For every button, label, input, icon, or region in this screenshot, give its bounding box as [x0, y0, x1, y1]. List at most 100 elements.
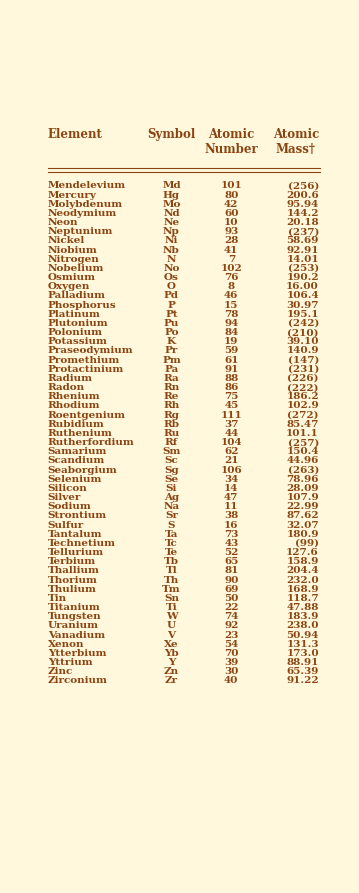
Text: Osmium: Osmium — [48, 273, 95, 282]
Text: Selenium: Selenium — [48, 475, 102, 484]
Text: Protactinium: Protactinium — [48, 364, 124, 374]
Text: Os: Os — [164, 273, 179, 282]
Text: Tin: Tin — [48, 594, 67, 603]
Text: Rb: Rb — [163, 420, 180, 429]
Text: Nb: Nb — [163, 246, 180, 255]
Text: Sodium: Sodium — [48, 502, 92, 511]
Text: 183.9: 183.9 — [286, 613, 319, 622]
Text: 70: 70 — [224, 649, 238, 658]
Text: 238.0: 238.0 — [286, 622, 319, 630]
Text: 42: 42 — [224, 200, 238, 209]
Text: Silver: Silver — [48, 493, 81, 502]
Text: Thorium: Thorium — [48, 576, 98, 585]
Text: Ytterbium: Ytterbium — [48, 649, 106, 658]
Text: 140.9: 140.9 — [286, 346, 319, 355]
Text: 47.88: 47.88 — [286, 603, 319, 612]
Text: Mo: Mo — [162, 200, 181, 209]
Text: Sg: Sg — [164, 465, 179, 474]
Text: Yttrium: Yttrium — [48, 658, 92, 667]
Text: 54: 54 — [224, 639, 238, 648]
Text: Ruthenium: Ruthenium — [48, 429, 112, 438]
Text: Ra: Ra — [164, 374, 179, 383]
Text: 168.9: 168.9 — [286, 585, 319, 594]
Text: 44.96: 44.96 — [286, 456, 319, 465]
Text: 34: 34 — [224, 475, 238, 484]
Text: Sm: Sm — [162, 447, 181, 456]
Text: S: S — [168, 521, 175, 530]
Text: Rubidium: Rubidium — [48, 420, 104, 429]
Text: 10: 10 — [224, 218, 238, 227]
Text: 14: 14 — [224, 484, 238, 493]
Text: (147): (147) — [288, 355, 319, 364]
Text: Roentgenium: Roentgenium — [48, 411, 126, 420]
Text: Radon: Radon — [48, 383, 85, 392]
Text: 15: 15 — [224, 301, 238, 310]
Text: Rh: Rh — [163, 401, 180, 411]
Text: 61: 61 — [224, 355, 238, 364]
Text: Pa: Pa — [164, 364, 178, 374]
Text: U: U — [167, 622, 176, 630]
Text: 58.69: 58.69 — [286, 237, 319, 246]
Text: 65.39: 65.39 — [286, 667, 319, 676]
Text: 16: 16 — [224, 521, 238, 530]
Text: Ru: Ru — [163, 429, 180, 438]
Text: Atomic
Mass†: Atomic Mass† — [273, 128, 319, 155]
Text: 131.3: 131.3 — [286, 639, 319, 648]
Text: 74: 74 — [224, 613, 238, 622]
Text: Pu: Pu — [164, 319, 179, 328]
Text: 11: 11 — [224, 502, 238, 511]
Text: Mercury: Mercury — [48, 190, 97, 200]
Text: (272): (272) — [288, 411, 319, 420]
Text: 75: 75 — [224, 392, 238, 401]
Text: 19: 19 — [224, 338, 238, 346]
Text: 22: 22 — [224, 603, 238, 612]
Text: 180.9: 180.9 — [286, 530, 319, 538]
Text: Rg: Rg — [164, 411, 180, 420]
Text: Tb: Tb — [164, 557, 179, 566]
Text: 30: 30 — [224, 667, 238, 676]
Text: Mendelevium: Mendelevium — [48, 181, 126, 190]
Text: 200.6: 200.6 — [286, 190, 319, 200]
Text: 158.9: 158.9 — [286, 557, 319, 566]
Text: (257): (257) — [288, 438, 319, 447]
Text: Thallium: Thallium — [48, 566, 99, 575]
Text: Zn: Zn — [164, 667, 179, 676]
Text: 23: 23 — [224, 630, 238, 639]
Text: Rhenium: Rhenium — [48, 392, 100, 401]
Text: (253): (253) — [288, 264, 319, 273]
Text: 93: 93 — [224, 227, 238, 237]
Text: Yb: Yb — [164, 649, 179, 658]
Text: 107.9: 107.9 — [286, 493, 319, 502]
Text: 46: 46 — [224, 291, 238, 300]
Text: 59: 59 — [224, 346, 238, 355]
Text: 28.09: 28.09 — [286, 484, 319, 493]
Text: Nickel: Nickel — [48, 237, 85, 246]
Text: Hg: Hg — [163, 190, 180, 200]
Text: (237): (237) — [288, 227, 319, 237]
Text: 88: 88 — [224, 374, 238, 383]
Text: 101.1: 101.1 — [286, 429, 319, 438]
Text: 30.97: 30.97 — [286, 301, 319, 310]
Text: Zinc: Zinc — [48, 667, 73, 676]
Text: 232.0: 232.0 — [286, 576, 319, 585]
Text: Sc: Sc — [164, 456, 178, 465]
Text: 186.2: 186.2 — [286, 392, 319, 401]
Text: Rn: Rn — [163, 383, 180, 392]
Text: Seaborgium: Seaborgium — [48, 465, 117, 474]
Text: Technetium: Technetium — [48, 538, 116, 548]
Text: (263): (263) — [288, 465, 319, 474]
Text: 104: 104 — [220, 438, 242, 447]
Text: Rutherfordium: Rutherfordium — [48, 438, 134, 447]
Text: Xe: Xe — [164, 639, 179, 648]
Text: 92.91: 92.91 — [286, 246, 319, 255]
Text: 78.96: 78.96 — [286, 475, 319, 484]
Text: 101: 101 — [220, 181, 242, 190]
Text: Symbol: Symbol — [147, 128, 196, 141]
Text: Neptunium: Neptunium — [48, 227, 113, 237]
Text: Atomic
Number: Atomic Number — [204, 128, 258, 155]
Text: Promethium: Promethium — [48, 355, 120, 364]
Text: Radium: Radium — [48, 374, 93, 383]
Text: 44: 44 — [224, 429, 238, 438]
Text: N: N — [167, 255, 176, 263]
Text: 22.99: 22.99 — [286, 502, 319, 511]
